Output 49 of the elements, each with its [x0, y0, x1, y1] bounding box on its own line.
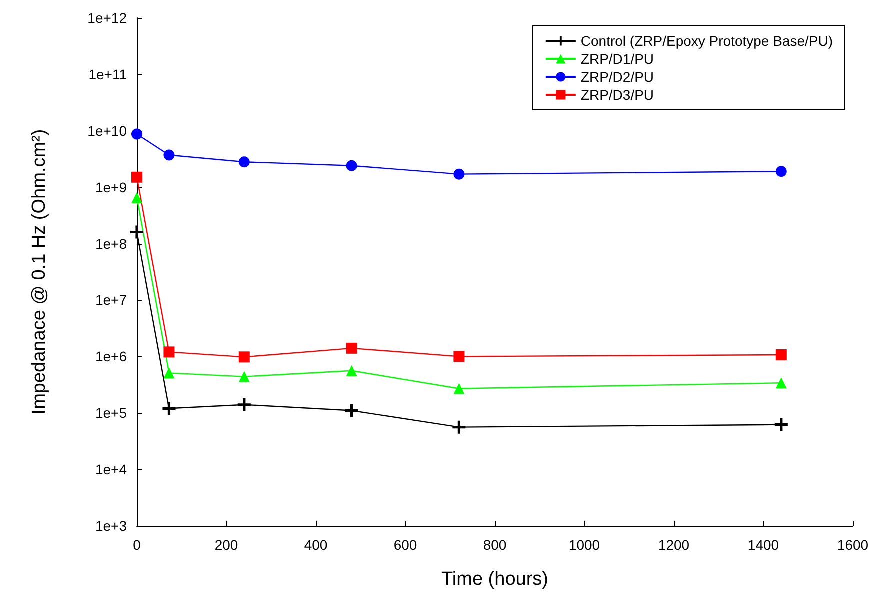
y-tick-label: 1e+8: [95, 236, 128, 252]
y-tick-label: 1e+12: [88, 10, 128, 26]
point: [776, 350, 787, 361]
x-tick-label: 1000: [568, 537, 600, 553]
point: [454, 168, 465, 180]
point: [776, 378, 787, 389]
point: [454, 383, 465, 394]
point: [454, 351, 465, 362]
point: [164, 346, 175, 358]
x-tick-label: 200: [214, 537, 238, 553]
x-tick-label: 0: [133, 537, 142, 553]
y-tick-label: 1e+3: [95, 518, 128, 534]
x-tick-label: 1200: [658, 537, 690, 553]
x-tick-label: 1400: [748, 537, 780, 553]
point: [774, 418, 788, 432]
point: [132, 128, 142, 140]
point: [132, 192, 142, 204]
point: [164, 150, 175, 161]
legend-label: ZRP/D2/PU: [580, 69, 654, 85]
point: [452, 420, 466, 434]
point: [130, 226, 144, 239]
y-tick-label: 1e+4: [95, 462, 128, 478]
point: [238, 156, 250, 168]
point: [345, 404, 358, 418]
y-tick-label: 1e+10: [88, 122, 128, 139]
point: [162, 402, 176, 416]
y-tick-label: 1e+6: [95, 348, 128, 365]
legend-label: ZRP/D1/PU: [580, 51, 654, 67]
y-axis-title: Impedanace @ 0.1 Hz (Ohm.cm²): [29, 129, 50, 415]
y-tick-label: 1e+7: [95, 292, 128, 308]
point: [776, 166, 787, 178]
x-tick-label: 400: [304, 537, 328, 553]
point: [132, 172, 142, 183]
point: [164, 368, 175, 379]
point: [346, 365, 358, 376]
x-axis-title: Time (hours): [442, 569, 548, 590]
y-tick-label: 1e+5: [95, 405, 128, 422]
point: [346, 160, 358, 172]
x-tick-label: 800: [483, 537, 507, 553]
y-tick-label: 1e+9: [95, 179, 128, 196]
x-tick-label: 1600: [837, 537, 869, 553]
y-tick-label: 1e+11: [88, 66, 128, 82]
legend-label: ZRP/D3/PU: [580, 87, 654, 103]
point: [238, 398, 251, 412]
point: [238, 371, 250, 382]
point: [238, 352, 250, 363]
x-tick-label: 600: [394, 537, 418, 553]
point: [346, 342, 358, 354]
legend-label: Control (ZRP/Epoxy Prototype Base/PU): [580, 33, 834, 49]
